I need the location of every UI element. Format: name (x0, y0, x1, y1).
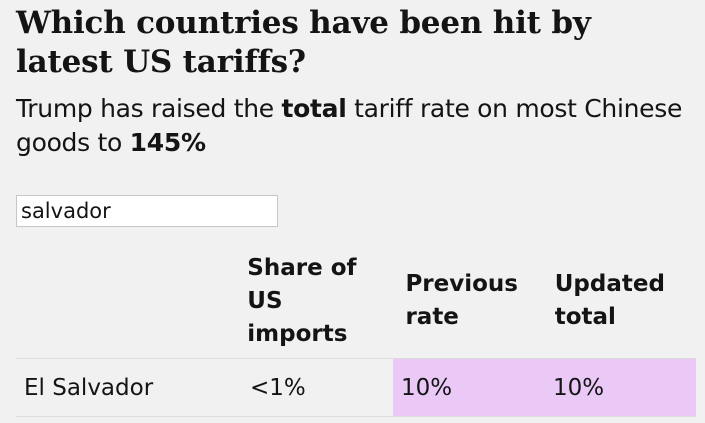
subtitle-text-start: Trump has raised the (16, 94, 282, 123)
subtitle-text-middle: tariff rate on most Chinese goods to (16, 94, 683, 157)
cell-country: El Salvador (24, 374, 154, 401)
header-share-of-us-imports[interactable]: Share of US imports (247, 244, 397, 358)
header-share-label: Share of US imports (247, 254, 357, 347)
tariff-table: Share of US imports Previous rate Update… (16, 244, 696, 417)
cell-share: <1% (250, 374, 306, 401)
header-updated-total[interactable]: Updated total (547, 244, 696, 358)
search-input[interactable] (16, 195, 278, 227)
page-subtitle: Trump has raised the total tariff rate o… (16, 92, 696, 160)
table-row: El Salvador <1% 10% 10% (16, 359, 696, 417)
header-country (16, 244, 247, 358)
cell-updated-total: 10% (545, 359, 696, 416)
subtitle-emphasis-total: total (281, 94, 347, 123)
header-previous-label: Previous rate (405, 271, 518, 330)
subtitle-emphasis-rate: 145% (129, 128, 206, 157)
cell-previous-rate: 10% (393, 359, 545, 416)
header-previous-rate[interactable]: Previous rate (397, 244, 546, 358)
table-header-row: Share of US imports Previous rate Update… (16, 244, 696, 359)
header-updated-label: Updated total (554, 271, 665, 330)
page-title: Which countries have been hit by latest … (16, 5, 591, 80)
